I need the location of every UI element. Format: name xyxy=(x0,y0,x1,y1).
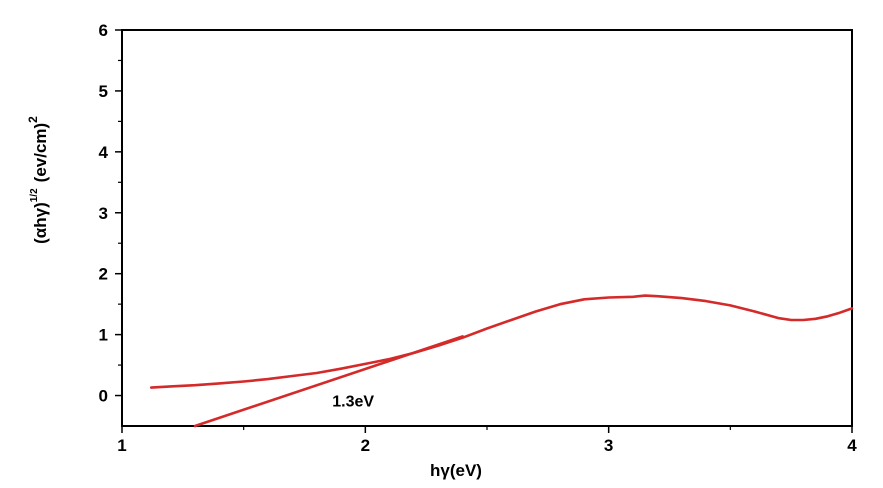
axis-ticks xyxy=(115,29,853,433)
series-line-1 xyxy=(149,294,854,389)
x-axis-title: hγ(eV) xyxy=(430,461,482,480)
y-tick-label: 6 xyxy=(99,21,108,40)
plot-frame xyxy=(121,29,853,427)
y-axis-title: (αhγ)1/2 (ev/cm)2 xyxy=(26,116,50,244)
y-tick-label: 0 xyxy=(99,387,108,406)
x-tick-label: 1 xyxy=(117,436,126,455)
y-axis-title-base-sup: 1/2 xyxy=(29,188,40,202)
annotation-label: 1.3eV xyxy=(332,394,374,411)
series-line-2 xyxy=(193,335,464,428)
annotations: 1.3eV xyxy=(332,394,374,411)
y-tick-label: 3 xyxy=(99,204,108,223)
y-tick-label: 1 xyxy=(99,326,108,345)
y-tick-label: 5 xyxy=(99,82,108,101)
y-axis-title-unit: (ev/cm) xyxy=(31,123,50,183)
tick-labels: 1 2 3 4 0 1 2 3 4 5 6 xyxy=(99,21,858,455)
x-tick-label: 4 xyxy=(847,436,857,455)
x-tick-label: 3 xyxy=(604,436,613,455)
y-axis-title-unit-sup: 2 xyxy=(26,116,40,123)
y-tick-label: 4 xyxy=(99,143,109,162)
svg-text:(αhγ)1/2(ev/cm)2: (αhγ)1/2 (ev/cm)2 xyxy=(26,116,50,244)
y-tick-label: 2 xyxy=(99,265,108,284)
y-axis-title-base: (αhγ) xyxy=(31,202,50,244)
series-group xyxy=(149,294,854,428)
x-tick-label: 2 xyxy=(361,436,370,455)
